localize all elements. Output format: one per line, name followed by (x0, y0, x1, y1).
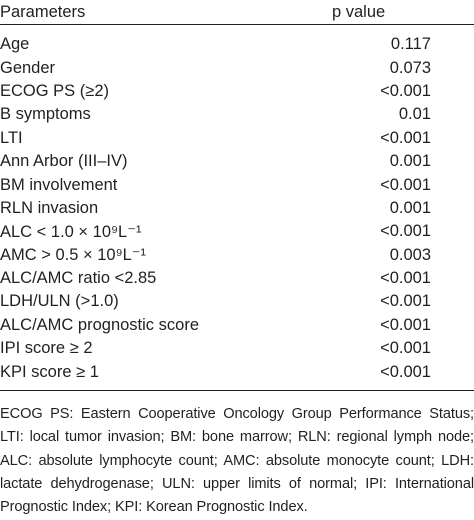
table-row: Age 0.117 (0, 25, 474, 57)
p-value-cell: <0.001 (380, 81, 431, 100)
p-value-cell: 0.001 (389, 152, 431, 171)
parameter-cell: LDH/ULN (>1.0) (0, 292, 119, 311)
p-value-cell: <0.001 (380, 292, 431, 311)
parameter-cell: ALC/AMC ratio <2.85 (0, 269, 157, 288)
parameter-cell: B symptoms (0, 105, 91, 124)
p-value-cell: 0.001 (389, 198, 431, 217)
table-row: AMC > 0.5 × 10⁹L⁻¹ 0.003 (0, 244, 474, 267)
results-table: Parameters p value Age 0.117 Gender 0.073 EC… (0, 0, 474, 391)
footnote: ECOG PS: Eastern Cooperative Oncology Gr… (0, 405, 474, 516)
table-row: ECOG PS (≥2) <0.001 (0, 80, 474, 103)
table-row: Ann Arbor (III–IV) 0.001 (0, 150, 474, 173)
table-header: Parameters p value (0, 0, 474, 25)
parameter-cell: IPI score ≥ 2 (0, 339, 93, 358)
p-value-cell: 0.01 (398, 105, 431, 124)
p-value-cell: <0.001 (380, 315, 431, 334)
p-value-cell: 0.117 (390, 35, 431, 54)
table-row: KPI score ≥ 1 <0.001 (0, 360, 474, 390)
p-value-cell: <0.001 (380, 222, 431, 241)
p-value-cell: <0.001 (380, 269, 431, 288)
p-value-cell: 0.003 (389, 245, 431, 264)
p-value-cell: <0.001 (380, 175, 431, 194)
p-value-cell: <0.001 (380, 339, 431, 358)
table-row: ALC/AMC prognostic score <0.001 (0, 314, 474, 337)
parameter-cell: LTI (0, 128, 23, 147)
parameter-cell: KPI score ≥ 1 (0, 362, 99, 381)
parameter-cell: Age (0, 35, 30, 54)
parameter-cell: BM involvement (0, 175, 118, 194)
p-value-cell: <0.001 (380, 362, 431, 381)
p-value-cell: <0.001 (380, 128, 431, 147)
table-row: LTI <0.001 (0, 127, 474, 150)
table-row: ALC/AMC ratio <2.85 <0.001 (0, 267, 474, 290)
table-row: BM involvement <0.001 (0, 173, 474, 196)
table-row: IPI score ≥ 2 <0.001 (0, 337, 474, 360)
parameter-cell: ECOG PS (≥2) (0, 81, 109, 100)
table-row: RLN invasion 0.001 (0, 197, 474, 220)
parameter-cell: ALC/AMC prognostic score (0, 315, 199, 334)
header-cell: p value (332, 2, 386, 21)
table-row: B symptoms 0.01 (0, 103, 474, 126)
p-value-cell: 0.073 (389, 58, 431, 77)
header-row: Parameters p value (0, 0, 474, 25)
parameter-cell: Ann Arbor (III–IV) (0, 152, 128, 171)
parameter-cell: AMC > 0.5 × 10⁹L⁻¹ (0, 246, 147, 265)
parameter-cell: ALC < 1.0 × 10⁹L⁻¹ (0, 222, 142, 241)
table-row: Gender 0.073 (0, 56, 474, 79)
parameter-cell: RLN invasion (0, 198, 99, 217)
parameter-cell: Gender (0, 58, 56, 77)
header-cell: Parameters (0, 2, 86, 21)
table-row: ALC < 1.0 × 10⁹L⁻¹ <0.001 (0, 220, 474, 243)
table-row: LDH/ULN (>1.0) <0.001 (0, 290, 474, 313)
table-body: Age 0.117 Gender 0.073 ECOG PS (≥2) <0.001 B s… (0, 25, 474, 391)
